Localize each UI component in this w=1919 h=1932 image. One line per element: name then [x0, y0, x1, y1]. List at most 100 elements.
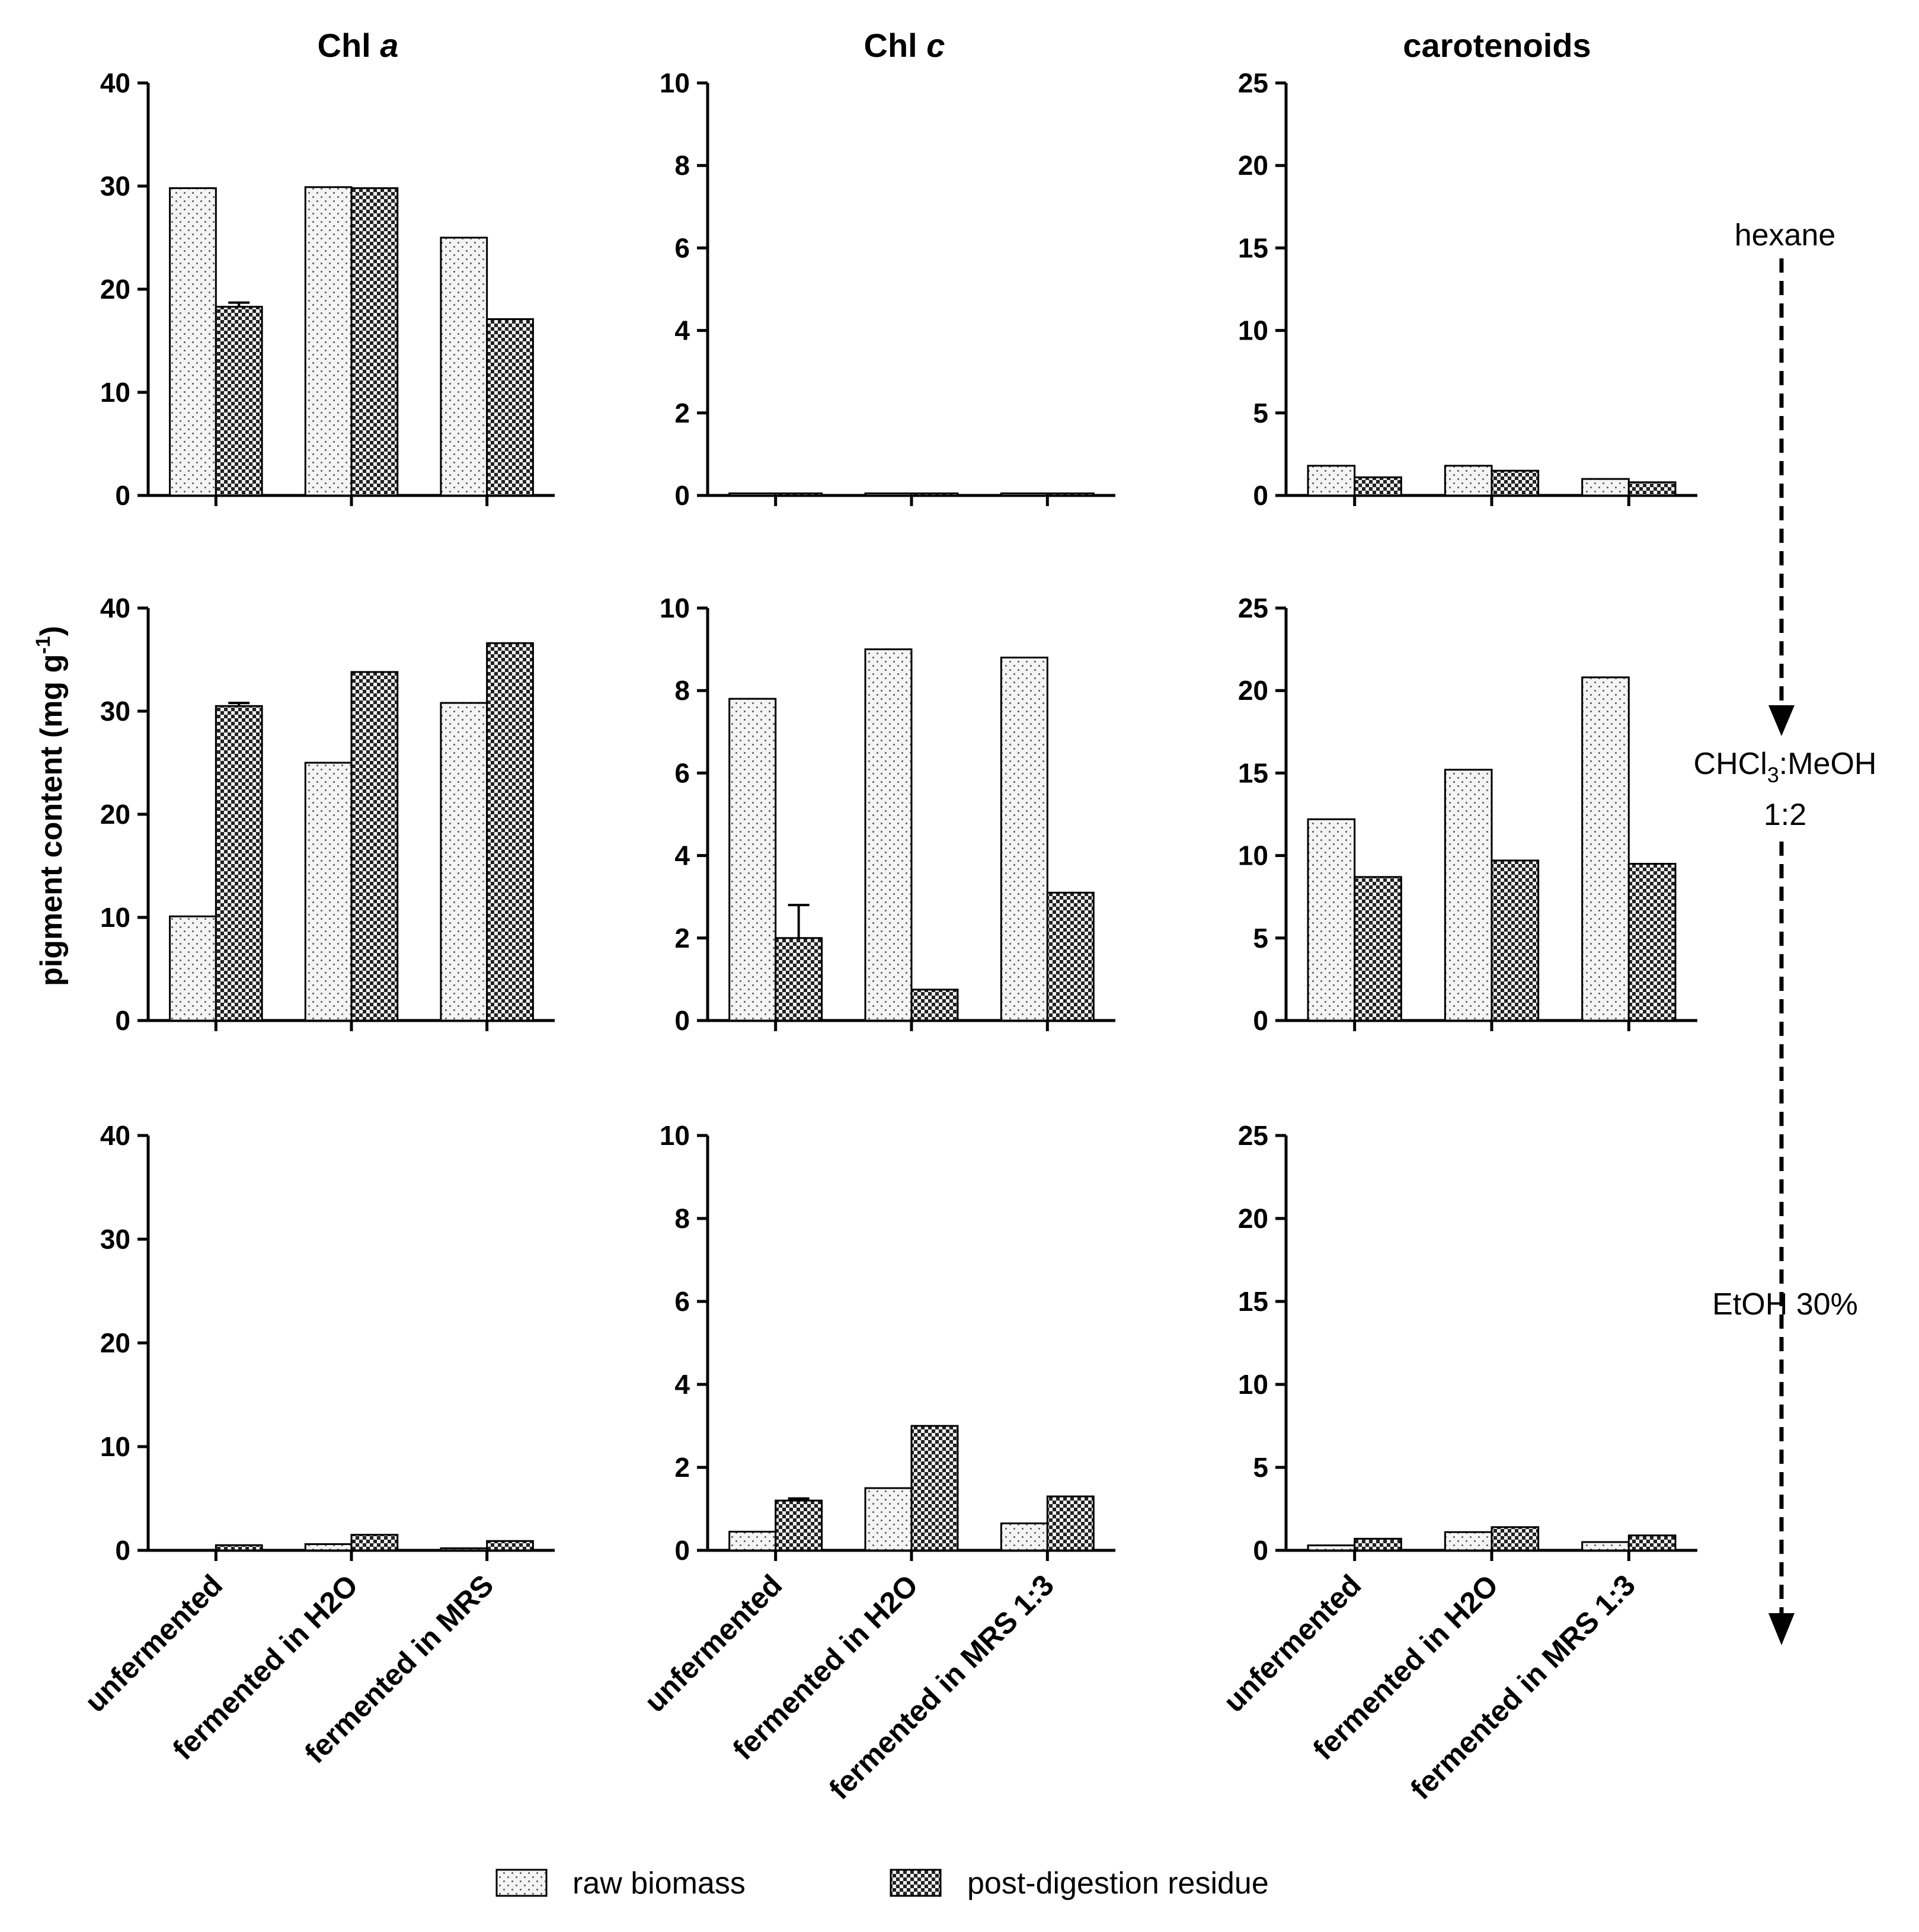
bar-post-digestion-residue-fermented-in-h2o: [910, 989, 959, 1022]
bar-post-digestion-residue-fermented-in-mrs-1-3: [1046, 492, 1095, 497]
bar-post-digestion-residue-fermented-in-h2o: [910, 492, 959, 497]
y-tick-label: 20: [1238, 150, 1268, 181]
bar-raw-biomass-fermented-in-mrs: [440, 236, 488, 497]
column-title-carotenoids: carotenoids: [1403, 27, 1591, 64]
bar-post-digestion-residue-unfermented: [775, 1499, 823, 1552]
solvent-label-chcl3-meoh: CHCl3:MeOH: [1694, 747, 1877, 787]
y-tick-label: 0: [674, 1535, 690, 1566]
bar-post-digestion-residue-unfermented: [1354, 476, 1402, 497]
bar-raw-biomass-fermented-in-mrs-1-3: [1000, 657, 1048, 1022]
y-tick-label: 5: [1253, 398, 1268, 428]
y-tick-label: 30: [100, 696, 130, 727]
bar-post-digestion-residue-fermented-in-h2o: [910, 1425, 959, 1552]
y-tick-label: 20: [100, 799, 130, 830]
bar-post-digestion-residue-fermented-in-h2o: [1491, 859, 1540, 1022]
y-tick-label: 10: [100, 377, 130, 408]
bar-raw-biomass-unfermented: [169, 915, 217, 1022]
bar-raw-biomass-fermented-in-h2o: [1444, 1531, 1493, 1552]
category-label-unfermented: unfermented: [78, 1568, 229, 1719]
legend-label-post-digestion-residue: post-digestion residue: [967, 1866, 1269, 1901]
bar-raw-biomass-unfermented: [1307, 1544, 1356, 1552]
bar-raw-biomass-fermented-in-mrs-1-3: [1581, 676, 1630, 1022]
panel-row2-chl-a: 0 10 20 30 40: [100, 593, 555, 1036]
bar-raw-biomass-unfermented: [1307, 818, 1356, 1022]
bar-raw-biomass-fermented-in-h2o: [864, 492, 913, 497]
bar-raw-biomass-fermented-in-h2o: [1444, 769, 1493, 1022]
y-tick-label: 25: [1238, 1120, 1268, 1151]
y-tick-label: 6: [674, 757, 690, 788]
y-tick-label: 15: [1238, 1286, 1268, 1317]
bar-raw-biomass-fermented-in-mrs-1-3: [1000, 1522, 1048, 1552]
y-axis-label: pigment content (mg g-1): [32, 626, 69, 986]
y-tick-label: 25: [1238, 593, 1268, 623]
bar-post-digestion-residue-unfermented: [775, 937, 823, 1022]
bar-raw-biomass-fermented-in-mrs-1-3: [1581, 478, 1630, 497]
bar-post-digestion-residue-fermented-in-h2o: [350, 1534, 399, 1552]
bar-post-digestion-residue-unfermented: [775, 492, 823, 497]
bar-post-digestion-residue-fermented-in-mrs: [486, 318, 534, 497]
bar-raw-biomass-fermented-in-h2o: [304, 1543, 353, 1552]
y-tick-label: 20: [100, 1328, 130, 1358]
bar-raw-biomass-fermented-in-h2o: [864, 1487, 913, 1552]
y-tick-label: 0: [115, 1005, 130, 1036]
solvent-ratio-label: 1:2: [1764, 798, 1806, 832]
bar-raw-biomass-fermented-in-h2o: [864, 648, 913, 1022]
bar-post-digestion-residue-fermented-in-mrs: [486, 642, 534, 1022]
bar-post-digestion-residue-fermented-in-h2o: [1491, 1526, 1540, 1552]
bar-raw-biomass-unfermented: [1307, 465, 1356, 497]
y-tick-label: 20: [100, 274, 130, 305]
y-tick-label: 10: [660, 1120, 690, 1151]
legend-swatch-raw-biomass: [495, 1869, 548, 1897]
solvent-label-hexane: hexane: [1735, 218, 1836, 252]
arrow-head-down-icon: [1768, 1613, 1795, 1645]
y-tick-label: 5: [1253, 1452, 1268, 1483]
bar-post-digestion-residue-fermented-in-mrs-1-3: [1046, 891, 1095, 1022]
y-tick-label: 40: [100, 68, 130, 98]
y-tick-label: 0: [1253, 1005, 1268, 1036]
bar-post-digestion-residue-fermented-in-mrs-1-3: [1046, 1495, 1095, 1552]
category-label-fermented-in-mrs-1-3: fermented in MRS 1:3: [1404, 1568, 1642, 1806]
solvent-label-etoh: EtOH 30%: [1712, 1287, 1858, 1322]
bar-raw-biomass-unfermented: [728, 698, 777, 1022]
category-label-unfermented: unfermented: [1217, 1568, 1368, 1719]
column-title-chl-a: Chl a: [318, 27, 399, 64]
panel-row2-carotenoids: 0 5 10 15 20 25: [1238, 593, 1697, 1036]
y-tick-label: 0: [115, 480, 130, 511]
y-tick-label: 20: [1238, 675, 1268, 706]
y-tick-label: 10: [660, 593, 690, 623]
bar-raw-biomass-fermented-in-mrs: [440, 1547, 488, 1552]
y-tick-label: 10: [1238, 1369, 1268, 1400]
bar-post-digestion-residue-unfermented: [215, 705, 263, 1022]
legend-label-raw-biomass: raw biomass: [572, 1866, 746, 1901]
bar-post-digestion-residue-fermented-in-mrs-1-3: [1627, 481, 1677, 497]
y-tick-label: 10: [100, 902, 130, 933]
y-tick-label: 4: [674, 315, 690, 346]
y-tick-label: 4: [674, 1369, 690, 1400]
y-tick-label: 40: [100, 1120, 130, 1151]
y-tick-label: 25: [1238, 68, 1268, 98]
y-tick-label: 10: [100, 1431, 130, 1462]
y-tick-label: 8: [674, 675, 690, 706]
y-tick-label: 8: [674, 150, 690, 181]
y-tick-label: 40: [100, 593, 130, 623]
bar-post-digestion-residue-unfermented: [1354, 1537, 1402, 1552]
y-tick-label: 4: [674, 840, 690, 871]
bar-post-digestion-residue-unfermented: [215, 306, 263, 497]
panels: 0102030400246810051015202501020304002468…: [78, 68, 1697, 1806]
category-label-unfermented: unfermented: [638, 1568, 789, 1719]
bar-raw-biomass-unfermented: [728, 1531, 777, 1552]
panel-row2-chl-c: 0 2 4 6 8 10: [660, 593, 1115, 1036]
bar-post-digestion-residue-fermented-in-h2o: [1491, 469, 1540, 497]
y-tick-label: 0: [1253, 1535, 1268, 1566]
legend-swatch-post-digestion-residue: [890, 1869, 942, 1897]
y-tick-label: 6: [674, 232, 690, 263]
y-tick-label: 2: [674, 398, 690, 428]
bar-raw-biomass-fermented-in-mrs-1-3: [1000, 492, 1048, 497]
y-tick-label: 15: [1238, 757, 1268, 788]
y-tick-label: 10: [1238, 315, 1268, 346]
y-tick-label: 15: [1238, 232, 1268, 263]
